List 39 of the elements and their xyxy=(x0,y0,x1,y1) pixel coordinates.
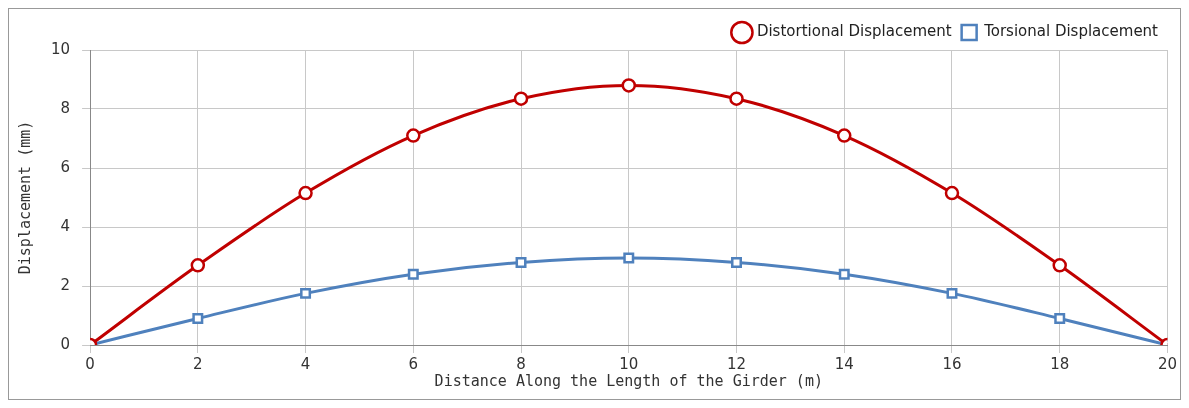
point xyxy=(300,287,312,299)
point xyxy=(731,256,742,268)
point xyxy=(623,252,635,264)
x-tick-label: 18 xyxy=(1050,354,1070,373)
x-tick-label: 6 xyxy=(408,354,419,373)
x-tick-label: 12 xyxy=(726,354,747,373)
point xyxy=(407,268,419,280)
x-tick-label: 0 xyxy=(85,354,95,373)
point xyxy=(190,258,206,273)
x-tick-label: 14 xyxy=(834,354,854,373)
x-tick-label: 10 xyxy=(619,354,639,373)
y-tick-label: 0 xyxy=(60,334,71,353)
x-tick-label: 8 xyxy=(516,354,526,373)
point xyxy=(298,185,313,201)
legend-label: Distortional Displacement xyxy=(756,22,952,41)
point xyxy=(837,128,852,143)
x-tick-label: 16 xyxy=(942,354,962,373)
y-tick-label: 6 xyxy=(60,157,71,176)
y-tick-label: 4 xyxy=(60,216,71,235)
point xyxy=(621,78,637,93)
y-tick-label: 10 xyxy=(50,39,71,58)
point xyxy=(729,91,744,106)
y-tick-label: 8 xyxy=(60,98,71,117)
y-tick-label: 2 xyxy=(60,275,71,294)
point xyxy=(406,128,421,143)
legend-label: Torsional Displacement xyxy=(983,22,1159,41)
y-axis-title: Displacement (mm) xyxy=(15,120,34,275)
x-tick-label: 4 xyxy=(300,354,311,373)
point xyxy=(1054,312,1066,324)
x-tick-label: 20 xyxy=(1157,354,1177,373)
point xyxy=(946,287,958,299)
point xyxy=(515,256,527,268)
point xyxy=(944,185,960,201)
point xyxy=(1052,258,1067,273)
point xyxy=(513,91,529,106)
x-tick-label: 2 xyxy=(193,354,203,373)
x-axis-title: Distance Along the Length of the Girder (m) xyxy=(434,371,823,390)
point xyxy=(192,312,204,324)
point xyxy=(838,268,850,280)
